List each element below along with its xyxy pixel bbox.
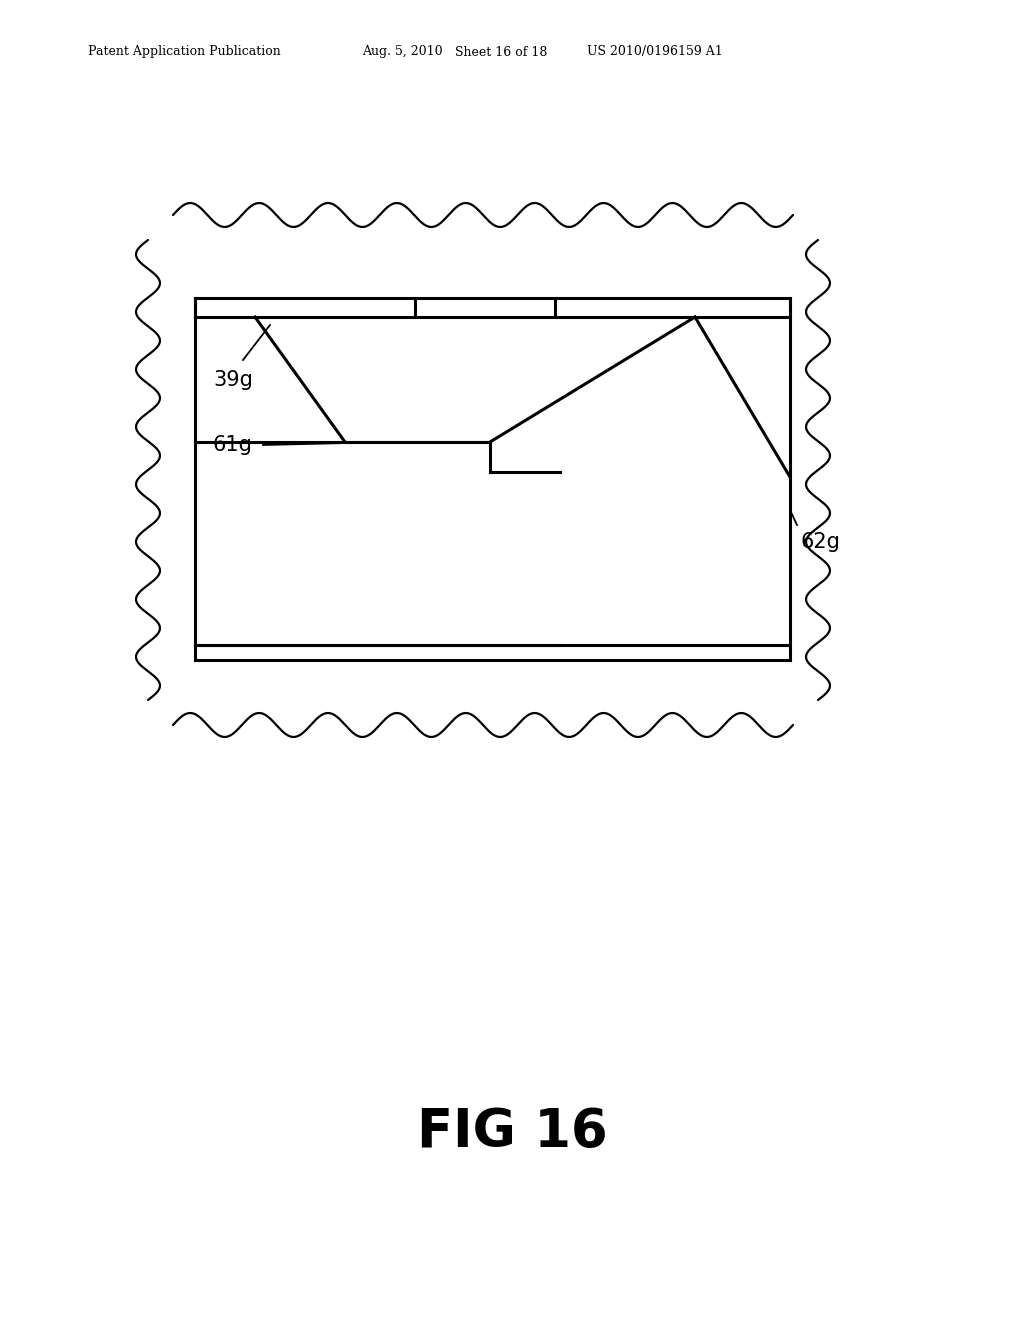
Text: 62g: 62g [800,532,840,552]
Text: Patent Application Publication: Patent Application Publication [88,45,281,58]
Text: Aug. 5, 2010: Aug. 5, 2010 [362,45,442,58]
Text: 39g: 39g [213,370,253,389]
Text: FIG 16: FIG 16 [417,1106,607,1158]
Text: 61g: 61g [213,436,253,455]
Text: Sheet 16 of 18: Sheet 16 of 18 [455,45,548,58]
Text: US 2010/0196159 A1: US 2010/0196159 A1 [587,45,723,58]
